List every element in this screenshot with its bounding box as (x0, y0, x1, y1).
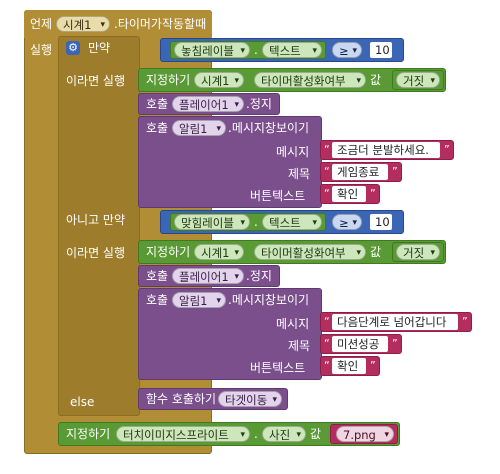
call-alert-block-1[interactable] (138, 116, 322, 208)
stop2-method: .정지 (246, 269, 272, 283)
stop2-component-dropdown[interactable]: 플레이어1 (172, 268, 244, 285)
cond1-value-field[interactable]: 10 (370, 42, 392, 58)
cond1-component-dropdown[interactable]: 놓침레이블 (174, 42, 250, 59)
set2-value-dropdown[interactable]: 거짓 (396, 244, 440, 261)
final-set-prop-dropdown[interactable]: 사진 (262, 426, 306, 443)
set1-prop-dropdown[interactable]: 타이머활성화여부 (254, 72, 366, 89)
alert1-method: .메시지창보이기 (228, 121, 310, 135)
stop1-component-dropdown[interactable]: 플레이어1 (172, 96, 244, 113)
set2-component-dropdown[interactable]: 시계1 (194, 244, 244, 261)
if-block[interactable] (58, 36, 140, 416)
stop2-keyword: 호출 (146, 269, 169, 283)
set1-value-dropdown[interactable]: 거짓 (396, 72, 440, 89)
cond2-value-field[interactable]: 10 (370, 214, 392, 230)
alert1-message-field[interactable]: 조금더 분발하세요. (332, 142, 440, 158)
set1-to: 값 (370, 73, 382, 87)
cond2-dot: . (254, 215, 258, 229)
stop1-method: .정지 (246, 97, 272, 111)
cond1-dot: . (254, 43, 258, 57)
alert1-button-label: 버튼텍스트 (250, 189, 306, 203)
call-alert-block-2[interactable] (138, 288, 322, 380)
cond1-prop-dropdown[interactable]: 텍스트 (262, 42, 322, 59)
else-call-keyword: 함수 호출하기 (146, 392, 217, 406)
final-set-keyword: 지정하기 (66, 427, 111, 441)
alert1-component-dropdown[interactable]: 알림1 (172, 120, 226, 137)
event-component-dropdown[interactable]: 시계1 (56, 16, 110, 33)
event-keyword: 언제 (30, 17, 53, 31)
set1-component-dropdown[interactable]: 시계1 (194, 72, 244, 89)
final-set-value-dropdown[interactable]: 7.png (336, 426, 394, 443)
gear-icon[interactable]: ⚙ (66, 41, 80, 55)
else-label: else (70, 395, 95, 409)
alert1-keyword: 호출 (146, 121, 169, 135)
cond2-component-dropdown[interactable]: 맞힘레이블 (174, 214, 250, 231)
alert2-message-label: 메시지 (276, 317, 310, 331)
alert2-button-label: 버튼텍스트 (250, 361, 306, 375)
event-name: .타이머가작동할때 (114, 17, 207, 31)
alert1-button-field[interactable]: 확인 (332, 186, 366, 202)
then2-label: 이라면 실행 (66, 246, 126, 260)
stop1-keyword: 호출 (146, 97, 169, 111)
alert2-method: .메시지창보이기 (228, 293, 310, 307)
final-set-to: 값 (310, 427, 322, 441)
alert1-title-field[interactable]: 게임종료 (332, 164, 388, 180)
alert1-title-label: 제목 (288, 167, 311, 181)
set2-to: 값 (370, 245, 382, 259)
cond2-prop-dropdown[interactable]: 텍스트 (262, 214, 322, 231)
alert2-title-label: 제목 (288, 339, 311, 353)
elseif-label: 아니고 만약 (66, 213, 126, 227)
cond2-op-dropdown[interactable]: ≥ (332, 214, 362, 231)
then-label: 이라면 실행 (66, 74, 126, 88)
alert2-title-field[interactable]: 미션성공 (332, 336, 388, 352)
set2-prop-dropdown[interactable]: 타이머활성화여부 (254, 244, 366, 261)
alert1-message-label: 메시지 (276, 145, 310, 159)
final-set-component-dropdown[interactable]: 터치이미지스프라이트 (116, 426, 250, 443)
event-do-label: 실행 (30, 43, 53, 57)
if-keyword: 만약 (88, 41, 111, 55)
set1-keyword: 지정하기 (146, 73, 191, 87)
alert2-button-field[interactable]: 확인 (332, 358, 366, 374)
alert2-keyword: 호출 (146, 293, 169, 307)
set2-keyword: 지정하기 (146, 245, 191, 259)
alert2-component-dropdown[interactable]: 알림1 (172, 292, 226, 309)
alert2-message-field[interactable]: 다음단계로 넘어갑니다 (332, 314, 458, 330)
cond1-op-dropdown[interactable]: ≥ (332, 42, 362, 59)
else-procedure-dropdown[interactable]: 타겟이동 (218, 391, 282, 408)
final-set-dot: . (254, 427, 258, 441)
